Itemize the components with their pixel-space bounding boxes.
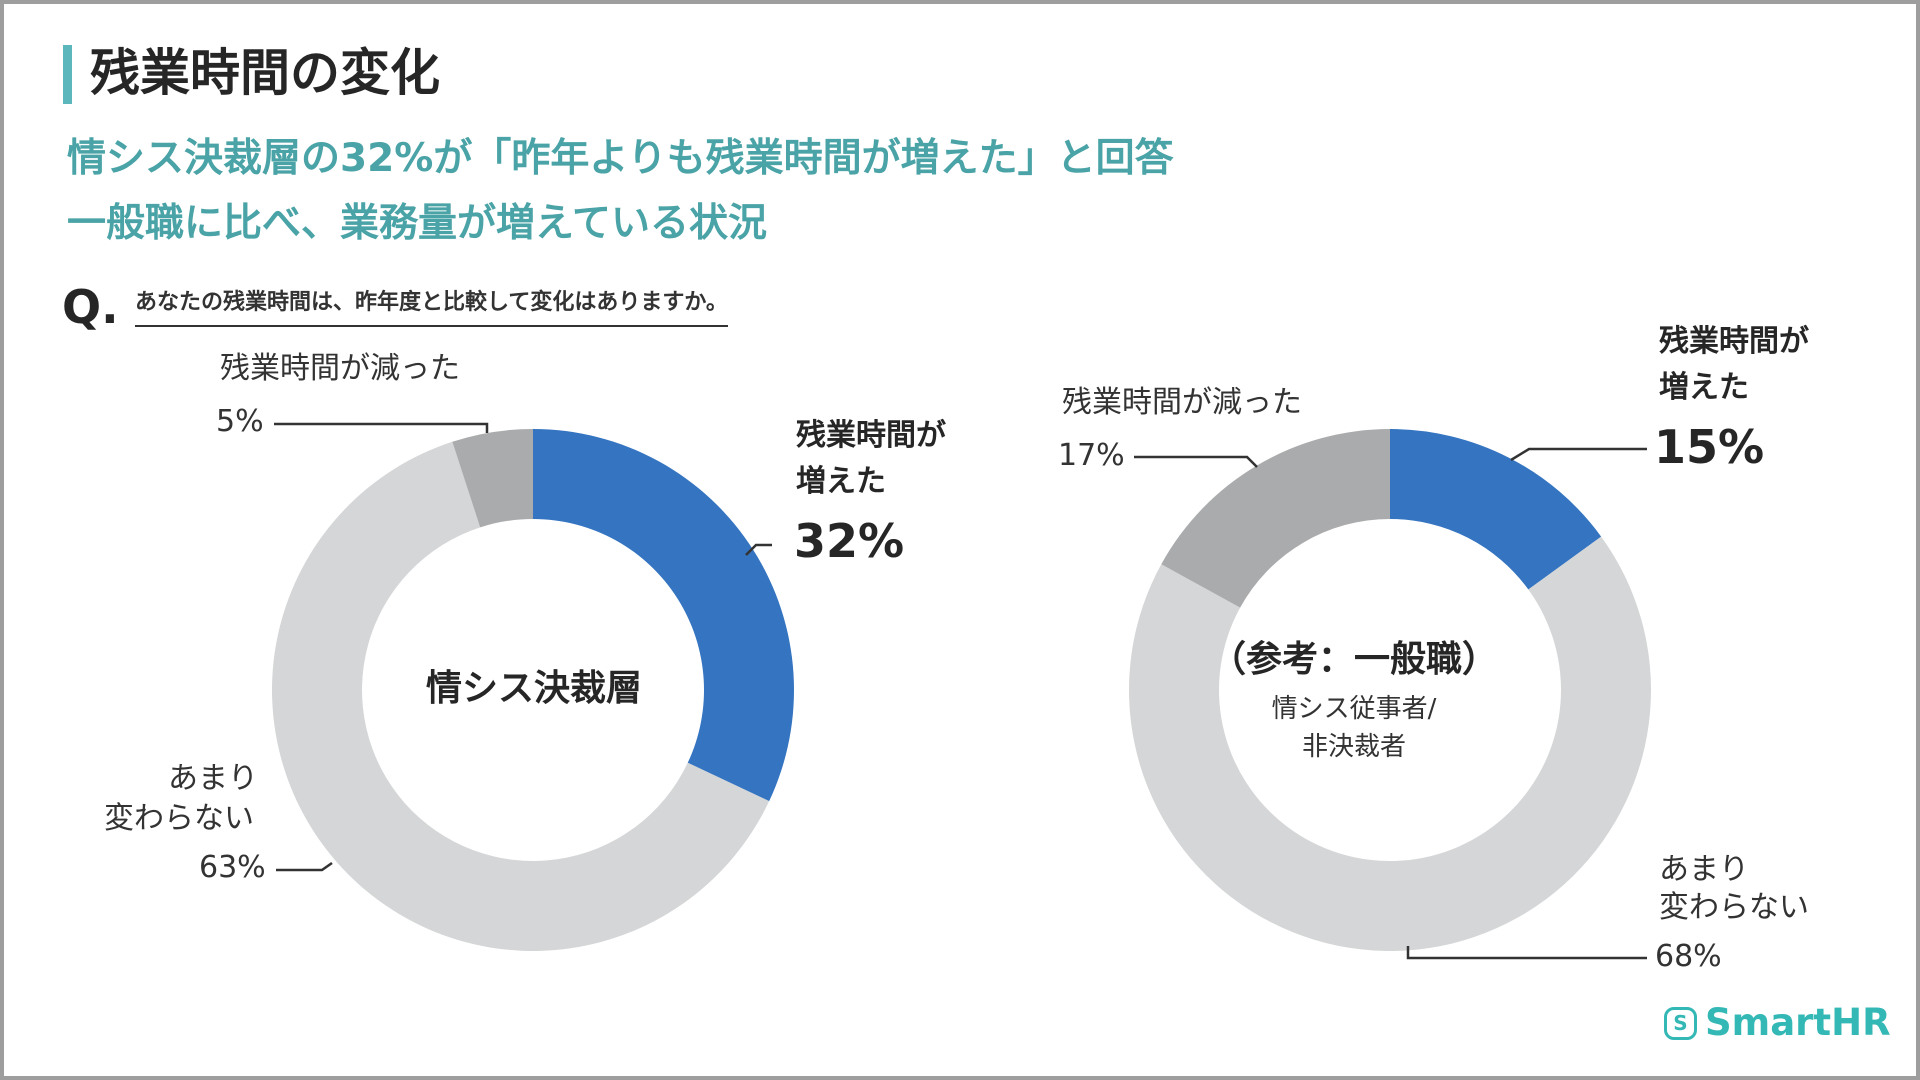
center-label-0: 情シス決裁層 bbox=[425, 668, 642, 709]
leader-line-decrease-1 bbox=[1134, 455, 1258, 468]
pct-decrease-0: 5% bbox=[216, 404, 264, 439]
label-increase-0-line-2: 増えた bbox=[796, 464, 886, 499]
label-nochange-1-line-1: あまり bbox=[1659, 852, 1749, 887]
donut-chart-executives bbox=[271, 429, 794, 952]
pct-nochange-0: 63% bbox=[199, 850, 266, 885]
leader-line-nochange-0 bbox=[276, 861, 333, 872]
label-decrease-0: 残業時間が減った bbox=[220, 351, 460, 386]
donut-chart-general-staff bbox=[1129, 429, 1651, 952]
pct-decrease-1: 17% bbox=[1058, 438, 1125, 473]
question-text: あなたの残業時間は、昨年度と比較して変化はありますか。 bbox=[135, 287, 728, 327]
center-sublabel-1-line-1: 情シス従事者/ bbox=[1271, 694, 1437, 724]
donut-charts bbox=[271, 422, 1651, 960]
donut-slice-increase-1 bbox=[1390, 429, 1602, 590]
donut-slice-decrease-1 bbox=[1161, 429, 1390, 608]
leader-line-increase-0 bbox=[745, 543, 772, 556]
headline-line-2: 一般職に比べ、業務量が増えている状況 bbox=[67, 201, 768, 246]
slide: 残業時間の変化 情シス決裁層の32%が「昨年よりも残業時間が増えた」と回答 一般… bbox=[4, 4, 1916, 1076]
leader-line-increase-1 bbox=[1510, 447, 1647, 462]
headline-line-1: 情シス決裁層の32%が「昨年よりも残業時間が増えた」と回答 bbox=[67, 136, 1174, 181]
leader-line-decrease-0 bbox=[274, 422, 489, 433]
center-sublabel-1-line-2: 非決裁者 bbox=[1301, 732, 1406, 762]
smarthr-logo: S SmartHR bbox=[1664, 1003, 1891, 1043]
leader-lines bbox=[274, 422, 1647, 960]
pct-increase-1: 15% bbox=[1654, 420, 1765, 474]
label-increase-1-line-1: 残業時間が bbox=[1659, 324, 1809, 359]
donut-slice-decrease-0 bbox=[452, 429, 533, 528]
label-increase-0-line-1: 残業時間が bbox=[796, 418, 946, 453]
label-nochange-0-line-2: 変わらない bbox=[104, 801, 254, 836]
donut-slice-nochange-1 bbox=[1129, 536, 1651, 952]
donut-slice-nochange-0 bbox=[271, 441, 770, 952]
page-title: 残業時間の変化 bbox=[90, 44, 440, 102]
label-nochange-0-line-1: あまり bbox=[168, 761, 258, 796]
pct-increase-0: 32% bbox=[794, 514, 905, 568]
leader-line-nochange-1 bbox=[1406, 946, 1647, 960]
title-accent-bar bbox=[63, 45, 72, 104]
donut-slice-increase-0 bbox=[533, 429, 794, 802]
center-label-1: （参考：一般職） bbox=[1209, 639, 1498, 680]
s-logo-icon: S bbox=[1664, 1006, 1697, 1040]
label-nochange-1-line-2: 変わらない bbox=[1659, 890, 1809, 925]
label-increase-1-line-2: 増えた bbox=[1659, 370, 1749, 405]
pct-nochange-1: 68% bbox=[1655, 939, 1722, 974]
logo-text: SmartHR bbox=[1705, 1001, 1891, 1044]
question-mark: Q. bbox=[62, 280, 119, 334]
label-decrease-1: 残業時間が減った bbox=[1062, 385, 1302, 420]
